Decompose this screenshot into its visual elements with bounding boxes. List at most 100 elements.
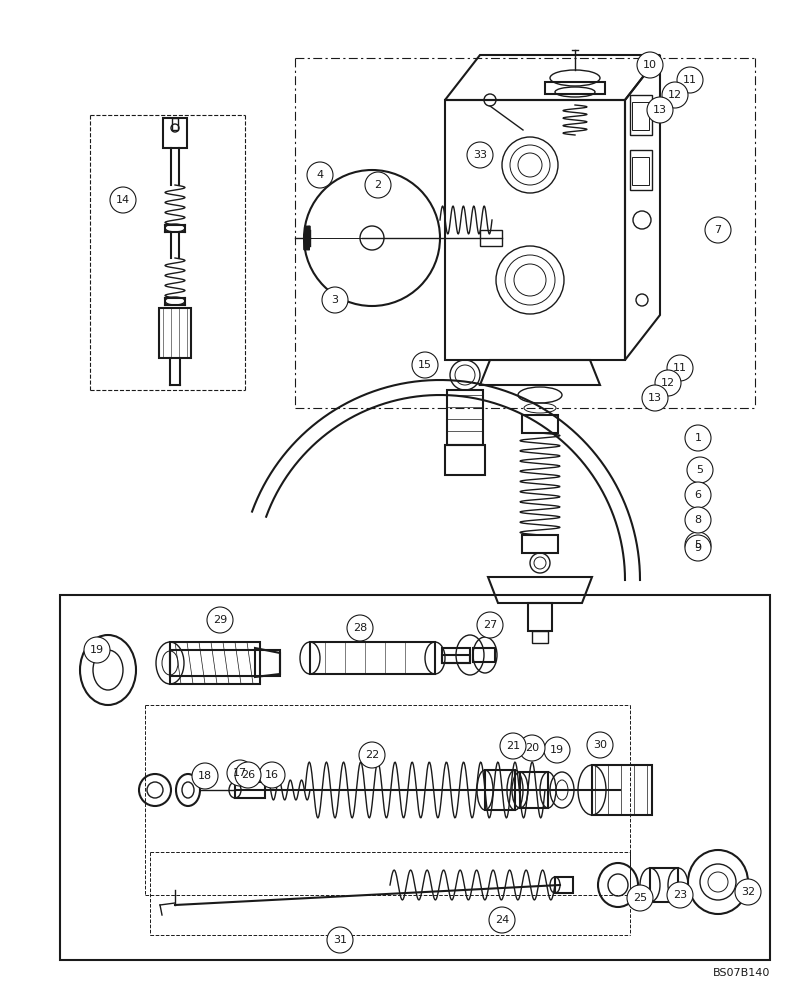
Circle shape xyxy=(626,885,652,911)
Circle shape xyxy=(476,612,502,638)
Circle shape xyxy=(704,217,730,243)
Text: 19: 19 xyxy=(549,745,564,755)
Text: 6: 6 xyxy=(693,490,701,500)
Bar xyxy=(521,415,557,433)
Circle shape xyxy=(500,733,526,759)
Text: 5: 5 xyxy=(696,465,702,475)
Text: 12: 12 xyxy=(660,378,674,388)
Bar xyxy=(521,535,557,553)
Circle shape xyxy=(654,370,680,396)
Circle shape xyxy=(234,762,260,788)
Text: 21: 21 xyxy=(505,741,519,751)
Circle shape xyxy=(109,187,135,213)
Text: 11: 11 xyxy=(682,75,696,85)
Circle shape xyxy=(543,737,569,763)
Circle shape xyxy=(636,52,663,78)
Text: 15: 15 xyxy=(418,360,431,370)
Bar xyxy=(554,877,573,893)
Bar xyxy=(444,100,624,360)
Text: 25: 25 xyxy=(632,893,646,903)
Circle shape xyxy=(466,142,492,168)
Text: 17: 17 xyxy=(233,768,247,778)
Text: 30: 30 xyxy=(592,740,607,750)
Bar xyxy=(441,648,470,663)
Text: BS07B140: BS07B140 xyxy=(712,968,769,978)
Text: 33: 33 xyxy=(473,150,487,160)
Circle shape xyxy=(734,879,760,905)
Text: 10: 10 xyxy=(642,60,656,70)
Circle shape xyxy=(676,67,702,93)
Text: 23: 23 xyxy=(672,890,686,900)
Text: 1: 1 xyxy=(693,433,701,443)
Circle shape xyxy=(661,82,687,108)
Circle shape xyxy=(227,760,253,786)
Circle shape xyxy=(684,482,710,508)
Text: 26: 26 xyxy=(241,770,255,780)
Bar xyxy=(527,603,551,631)
Circle shape xyxy=(684,507,710,533)
Bar xyxy=(544,82,604,94)
Circle shape xyxy=(646,97,672,123)
Circle shape xyxy=(207,607,233,633)
Text: 13: 13 xyxy=(647,393,661,403)
Circle shape xyxy=(307,162,333,188)
Bar xyxy=(172,118,178,130)
Text: 18: 18 xyxy=(198,771,212,781)
Circle shape xyxy=(642,385,667,411)
Bar xyxy=(591,765,651,815)
Text: 7: 7 xyxy=(714,225,721,235)
Text: 3: 3 xyxy=(331,295,338,305)
Circle shape xyxy=(358,742,384,768)
Bar xyxy=(60,595,769,960)
Bar xyxy=(631,157,648,185)
Bar xyxy=(479,230,501,246)
Bar xyxy=(446,390,483,445)
Text: 4: 4 xyxy=(316,170,323,180)
Text: 8: 8 xyxy=(693,515,701,525)
Bar xyxy=(519,772,547,808)
Text: 28: 28 xyxy=(353,623,367,633)
Text: 22: 22 xyxy=(364,750,379,760)
Circle shape xyxy=(586,732,612,758)
Bar xyxy=(169,642,260,684)
Text: 29: 29 xyxy=(212,615,227,625)
Bar xyxy=(441,655,470,663)
Text: 2: 2 xyxy=(374,180,381,190)
Text: 11: 11 xyxy=(672,363,686,373)
Text: 19: 19 xyxy=(90,645,104,655)
Bar xyxy=(159,308,191,358)
Text: 14: 14 xyxy=(116,195,130,205)
Bar xyxy=(629,95,651,135)
Text: 24: 24 xyxy=(494,915,508,925)
Circle shape xyxy=(322,287,348,313)
Circle shape xyxy=(84,637,109,663)
Circle shape xyxy=(191,763,217,789)
Text: 27: 27 xyxy=(483,620,496,630)
Bar xyxy=(631,102,648,130)
Bar xyxy=(163,118,187,148)
Circle shape xyxy=(666,882,692,908)
Circle shape xyxy=(684,532,710,558)
Circle shape xyxy=(684,425,710,451)
Text: 5: 5 xyxy=(693,540,701,550)
Text: 13: 13 xyxy=(652,105,666,115)
Bar xyxy=(310,642,435,674)
Text: 31: 31 xyxy=(333,935,346,945)
Circle shape xyxy=(327,927,353,953)
Text: 32: 32 xyxy=(740,887,754,897)
Circle shape xyxy=(365,172,391,198)
Bar xyxy=(169,650,280,676)
Text: 9: 9 xyxy=(693,543,701,553)
Bar xyxy=(629,150,651,190)
Circle shape xyxy=(686,457,712,483)
Text: 12: 12 xyxy=(667,90,681,100)
Bar xyxy=(531,631,547,643)
Text: 16: 16 xyxy=(264,770,279,780)
Circle shape xyxy=(346,615,372,641)
Bar xyxy=(473,648,495,662)
Circle shape xyxy=(666,355,692,381)
Bar xyxy=(649,868,677,902)
Bar xyxy=(484,770,514,810)
Circle shape xyxy=(518,735,544,761)
Circle shape xyxy=(411,352,437,378)
